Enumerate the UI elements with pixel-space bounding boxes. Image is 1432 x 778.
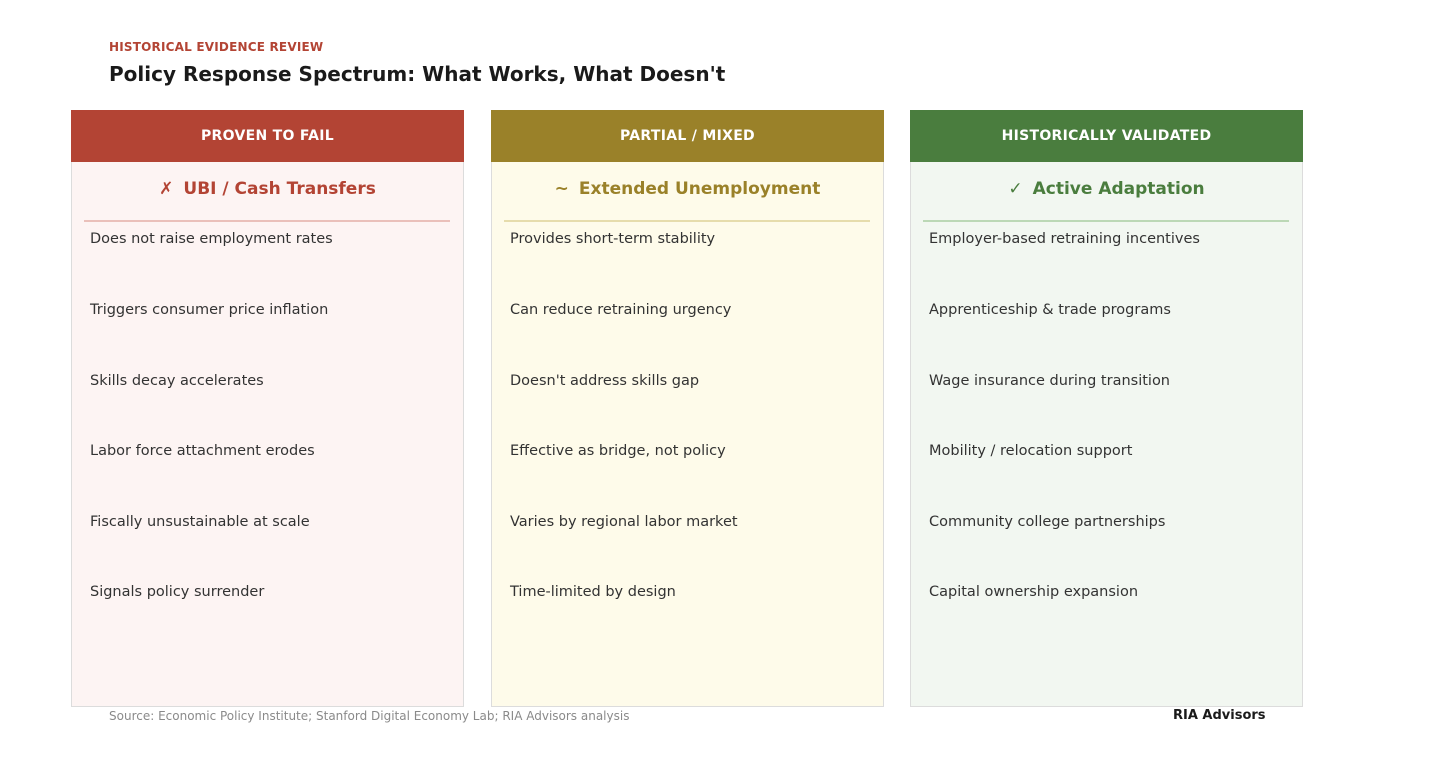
column-header: PARTIAL / MIXED (491, 110, 884, 162)
source-note: Source: Economic Policy Institute; Stanf… (109, 709, 630, 723)
list-item: Provides short-term stability (510, 231, 716, 247)
column-divider (84, 220, 450, 222)
list-item: Apprenticeship & trade programs (929, 302, 1171, 318)
column-partial-mixed: PARTIAL / MIXED ~ Extended Unemployment … (491, 110, 884, 707)
list-item: Signals policy surrender (90, 584, 265, 600)
column-subtitle: ✗ UBI / Cash Transfers (72, 162, 463, 216)
list-item: Triggers consumer price inflation (90, 302, 329, 318)
list-item: Can reduce retraining urgency (510, 302, 732, 318)
column-divider (923, 220, 1289, 222)
column-proven-to-fail: PROVEN TO FAIL ✗ UBI / Cash Transfers Do… (71, 110, 464, 707)
eyebrow-label: HISTORICAL EVIDENCE REVIEW (109, 40, 324, 54)
column-subtitle-text: Active Adaptation (1032, 179, 1205, 199)
column-header: PROVEN TO FAIL (71, 110, 464, 162)
list-item: Does not raise employment rates (90, 231, 333, 247)
column-historically-validated: HISTORICALLY VALIDATED ✓ Active Adaptati… (910, 110, 1303, 707)
list-item: Labor force attachment erodes (90, 443, 315, 459)
list-item: Skills decay accelerates (90, 373, 264, 389)
column-subtitle: ✓ Active Adaptation (911, 162, 1302, 216)
list-item: Doesn't address skills gap (510, 373, 700, 389)
column-subtitle-text: Extended Unemployment (578, 179, 821, 199)
brand-label: RIA Advisors (1173, 708, 1266, 723)
column-divider (504, 220, 870, 222)
list-item: Effective as bridge, not policy (510, 443, 726, 459)
list-item: Employer-based retraining incentives (929, 231, 1200, 247)
list-item: Fiscally unsustainable at scale (90, 514, 310, 530)
list-item: Community college partnerships (929, 514, 1166, 530)
column-header: HISTORICALLY VALIDATED (910, 110, 1303, 162)
column-subtitle: ~ Extended Unemployment (492, 162, 883, 216)
page-title: Policy Response Spectrum: What Works, Wh… (109, 62, 726, 86)
check-mark-icon: ✓ (1008, 179, 1023, 199)
tilde-mark-icon: ~ (554, 179, 569, 199)
cross-mark-icon: ✗ (159, 179, 174, 199)
list-item: Mobility / relocation support (929, 443, 1133, 459)
list-item: Capital ownership expansion (929, 584, 1139, 600)
list-item: Varies by regional labor market (510, 514, 738, 530)
list-item: Time-limited by design (510, 584, 676, 600)
list-item: Wage insurance during transition (929, 373, 1170, 389)
column-subtitle-text: UBI / Cash Transfers (183, 179, 376, 199)
